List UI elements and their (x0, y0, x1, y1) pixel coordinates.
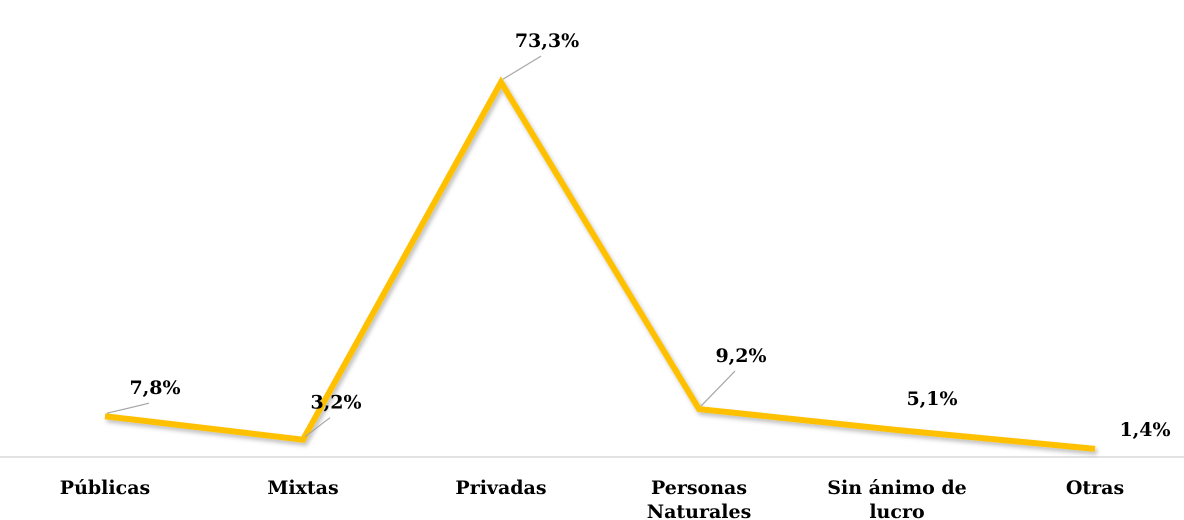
data-line (104, 76, 1096, 452)
data-label: 1,4% (1119, 419, 1170, 441)
x-tick-label: Sin ánimo de lucro (827, 477, 967, 520)
x-tick-label: Privadas (455, 477, 547, 499)
leader-line (106, 402, 150, 414)
leader-line (700, 370, 736, 407)
data-label: 7,8% (129, 377, 180, 399)
leader-line (304, 417, 331, 438)
data-label: 3,2% (310, 392, 361, 414)
x-tick-label: Otras (1065, 477, 1125, 499)
x-tick-label: Personas Naturales (646, 477, 752, 520)
leader-line (502, 55, 542, 80)
data-label: 9,2% (715, 345, 766, 367)
data-label: 5,1% (906, 388, 957, 410)
x-tick-label: Mixtas (267, 477, 339, 499)
x-tick-label: Públicas (59, 477, 151, 499)
data-label: 73,3% (515, 30, 579, 52)
